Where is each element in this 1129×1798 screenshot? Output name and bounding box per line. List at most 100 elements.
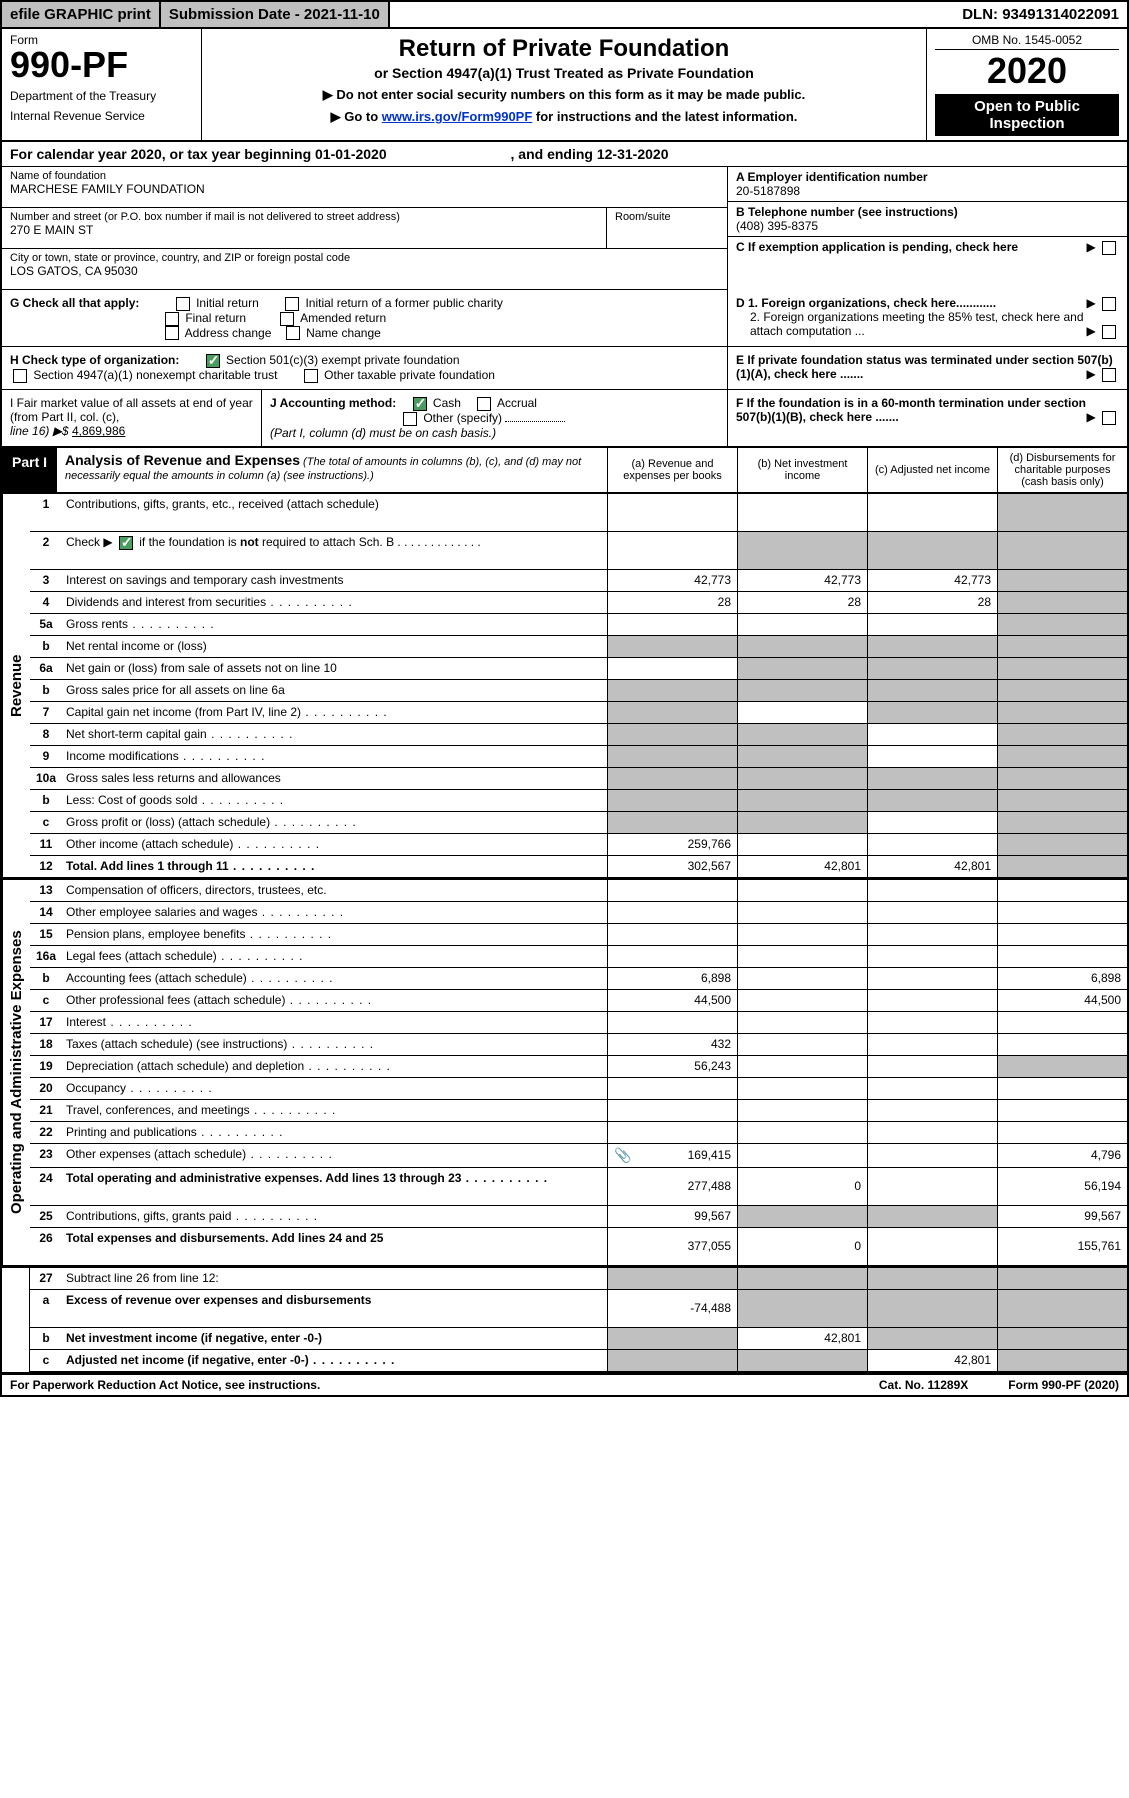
- data-cell-c: 42,773: [867, 570, 997, 591]
- data-cell-b: [737, 1012, 867, 1033]
- final-return-checkbox[interactable]: [165, 312, 179, 326]
- table-row: 9Income modifications: [30, 746, 1127, 768]
- data-cell-a: 42,773: [607, 570, 737, 591]
- data-cell-c: [867, 1078, 997, 1099]
- header-right: OMB No. 1545-0052 2020 Open to Public In…: [927, 29, 1127, 140]
- row-label: Income modifications: [62, 746, 607, 767]
- table-row: 17Interest: [30, 1012, 1127, 1034]
- other-label: Other (specify): [423, 411, 502, 425]
- row-number: 10a: [30, 768, 62, 789]
- cash-checkbox[interactable]: [413, 397, 427, 411]
- other-taxable-checkbox[interactable]: [304, 369, 318, 383]
- form-header: Form 990-PF Department of the Treasury I…: [0, 29, 1129, 142]
- j-label: J Accounting method:: [270, 396, 396, 410]
- row-label: Excess of revenue over expenses and disb…: [62, 1290, 607, 1327]
- data-cell-a: 259,766: [607, 834, 737, 855]
- g-label: G Check all that apply:: [10, 296, 139, 310]
- e-label: E If private foundation status was termi…: [736, 353, 1113, 381]
- d2-checkbox[interactable]: [1102, 325, 1116, 339]
- exemption-label: C If exemption application is pending, c…: [736, 240, 1018, 254]
- data-cell-a: [607, 724, 737, 745]
- data-cell-a: -74,488: [607, 1290, 737, 1327]
- row-number: 24: [30, 1168, 62, 1205]
- row-number: c: [30, 1350, 62, 1371]
- form990pf-link[interactable]: www.irs.gov/Form990PF: [382, 109, 533, 124]
- street-address: 270 E MAIN ST: [10, 223, 598, 237]
- table-row: 12Total. Add lines 1 through 11302,56742…: [30, 856, 1127, 878]
- row-number: 14: [30, 902, 62, 923]
- foundation-name: MARCHESE FAMILY FOUNDATION: [10, 182, 719, 196]
- paperwork-notice: For Paperwork Reduction Act Notice, see …: [10, 1378, 320, 1392]
- row-number: b: [30, 1328, 62, 1349]
- row-number: c: [30, 990, 62, 1011]
- row-number: 23: [30, 1144, 62, 1167]
- d1-checkbox[interactable]: [1102, 297, 1116, 311]
- address-change-checkbox[interactable]: [165, 326, 179, 340]
- data-cell-c: [867, 924, 997, 945]
- data-cell-a: [607, 614, 737, 635]
- column-headers: (a) Revenue and expenses per books (b) N…: [607, 448, 1127, 492]
- f-checkbox[interactable]: [1102, 411, 1116, 425]
- form-title: Return of Private Foundation: [212, 35, 916, 63]
- row-label: Gross profit or (loss) (attach schedule): [62, 812, 607, 833]
- data-cell-c: [867, 946, 997, 967]
- row-number: 22: [30, 1122, 62, 1143]
- row-number: 8: [30, 724, 62, 745]
- data-cell-c: [867, 658, 997, 679]
- data-cell-c: [867, 968, 997, 989]
- table-row: 6aNet gain or (loss) from sale of assets…: [30, 658, 1127, 680]
- row-number: 16a: [30, 946, 62, 967]
- table-row: cOther professional fees (attach schedul…: [30, 990, 1127, 1012]
- attachment-icon[interactable]: 📎: [614, 1147, 631, 1164]
- other-method-checkbox[interactable]: [403, 412, 417, 426]
- table-row: 8Net short-term capital gain: [30, 724, 1127, 746]
- schb-checkbox[interactable]: [119, 536, 133, 550]
- city-cell: City or town, state or province, country…: [2, 249, 727, 290]
- data-cell-c: [867, 494, 997, 531]
- accrual-label: Accrual: [497, 396, 537, 410]
- row-label: Capital gain net income (from Part IV, l…: [62, 702, 607, 723]
- table-row: 22Printing and publications: [30, 1122, 1127, 1144]
- e-checkbox[interactable]: [1102, 368, 1116, 382]
- initial-return-checkbox[interactable]: [176, 297, 190, 311]
- amended-checkbox[interactable]: [280, 312, 294, 326]
- data-cell-a: [607, 946, 737, 967]
- efile-print-button[interactable]: efile GRAPHIC print: [2, 2, 161, 27]
- data-cell-d: [997, 532, 1127, 569]
- city-label: City or town, state or province, country…: [10, 252, 719, 264]
- row-label: Other professional fees (attach schedule…: [62, 990, 607, 1011]
- initial-former-checkbox[interactable]: [285, 297, 299, 311]
- table-row: 24Total operating and administrative exp…: [30, 1168, 1127, 1206]
- data-cell-b: [737, 614, 867, 635]
- accrual-checkbox[interactable]: [477, 397, 491, 411]
- exemption-checkbox[interactable]: [1102, 241, 1116, 255]
- data-cell-d: [997, 1056, 1127, 1077]
- data-cell-a: 432: [607, 1034, 737, 1055]
- data-cell-a: [607, 1268, 737, 1289]
- table-row: 1Contributions, gifts, grants, etc., rec…: [30, 494, 1127, 532]
- data-cell-d: [997, 1078, 1127, 1099]
- row-number: 4: [30, 592, 62, 613]
- name-change-checkbox[interactable]: [286, 326, 300, 340]
- net-table: 27Subtract line 26 from line 12:aExcess …: [0, 1266, 1129, 1374]
- table-row: bGross sales price for all assets on lin…: [30, 680, 1127, 702]
- data-cell-c: [867, 834, 997, 855]
- data-cell-a: [607, 880, 737, 901]
- row-label: Legal fees (attach schedule): [62, 946, 607, 967]
- data-cell-b: [737, 680, 867, 701]
- data-cell-a: 6,898: [607, 968, 737, 989]
- data-cell-c: [867, 1328, 997, 1349]
- row-label: Dividends and interest from securities: [62, 592, 607, 613]
- data-cell-c: [867, 990, 997, 1011]
- d2-label: 2. Foreign organizations meeting the 85%…: [750, 310, 1084, 338]
- d-section: D 1. Foreign organizations, check here..…: [727, 290, 1127, 346]
- 4947-checkbox[interactable]: [13, 369, 27, 383]
- data-cell-b: [737, 968, 867, 989]
- row-label: Interest: [62, 1012, 607, 1033]
- data-cell-a: [607, 532, 737, 569]
- goto-note: ▶ Go to www.irs.gov/Form990PF for instru…: [212, 109, 916, 125]
- 501c3-checkbox[interactable]: [206, 354, 220, 368]
- data-cell-b: [737, 946, 867, 967]
- data-cell-a: 📎169,415: [607, 1144, 737, 1167]
- data-cell-b: 42,801: [737, 856, 867, 877]
